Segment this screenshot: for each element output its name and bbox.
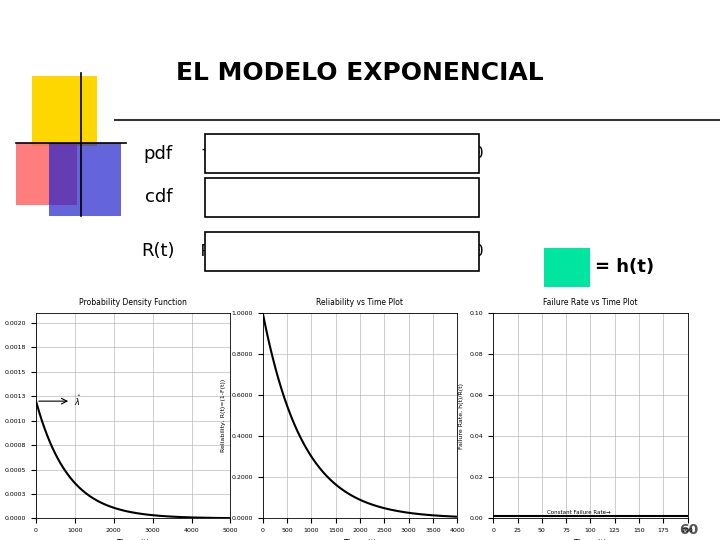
Text: $\lambda$: $\lambda$: [559, 255, 575, 279]
Bar: [205, 178, 479, 217]
X-axis label: Time, (t): Time, (t): [117, 539, 150, 540]
Text: Constant Failure Rate→: Constant Failure Rate→: [546, 510, 611, 515]
X-axis label: Time, (t): Time, (t): [343, 539, 377, 540]
Bar: [544, 248, 590, 287]
Title: Failure Rate vs Time Plot: Failure Rate vs Time Plot: [543, 298, 638, 307]
Text: f (t) = $\lambda$ exp ($-\lambda$t),   t $\geq$ 0: f (t) = $\lambda$ exp ($-\lambda$t), t $…: [200, 144, 484, 164]
Text: R(t) = exp ($-\lambda$t ),     t $\geq$ 0: R(t) = exp ($-\lambda$t ), t $\geq$ 0: [200, 241, 484, 261]
Bar: [32, 76, 97, 146]
Title: Probability Density Function: Probability Density Function: [79, 298, 187, 307]
Bar: [205, 232, 479, 271]
Text: $\hat{\lambda}$: $\hat{\lambda}$: [73, 394, 81, 408]
Text: = h(t): = h(t): [595, 258, 654, 276]
Bar: [49, 143, 121, 216]
X-axis label: Time, (t): Time, (t): [574, 539, 607, 540]
Y-axis label: Failure Rate, h(t)/R(t): Failure Rate, h(t)/R(t): [459, 383, 464, 449]
Bar: [205, 134, 479, 173]
Text: cdf: cdf: [145, 188, 172, 206]
Y-axis label: Reliability, R(t)=(1-F(t)): Reliability, R(t)=(1-F(t)): [221, 379, 226, 453]
Text: EL MODELO EXPONENCIAL: EL MODELO EXPONENCIAL: [176, 61, 544, 85]
Text: pdf: pdf: [144, 145, 173, 163]
Text: F(t) = 1 - exp($-\lambda$t),  t $\geq$ 0: F(t) = 1 - exp($-\lambda$t), t $\geq$ 0: [204, 187, 480, 207]
Title: Reliability vs Time Plot: Reliability vs Time Plot: [317, 298, 403, 307]
Bar: [16, 143, 77, 205]
Text: R(t): R(t): [142, 242, 175, 260]
Text: 60: 60: [679, 523, 698, 537]
